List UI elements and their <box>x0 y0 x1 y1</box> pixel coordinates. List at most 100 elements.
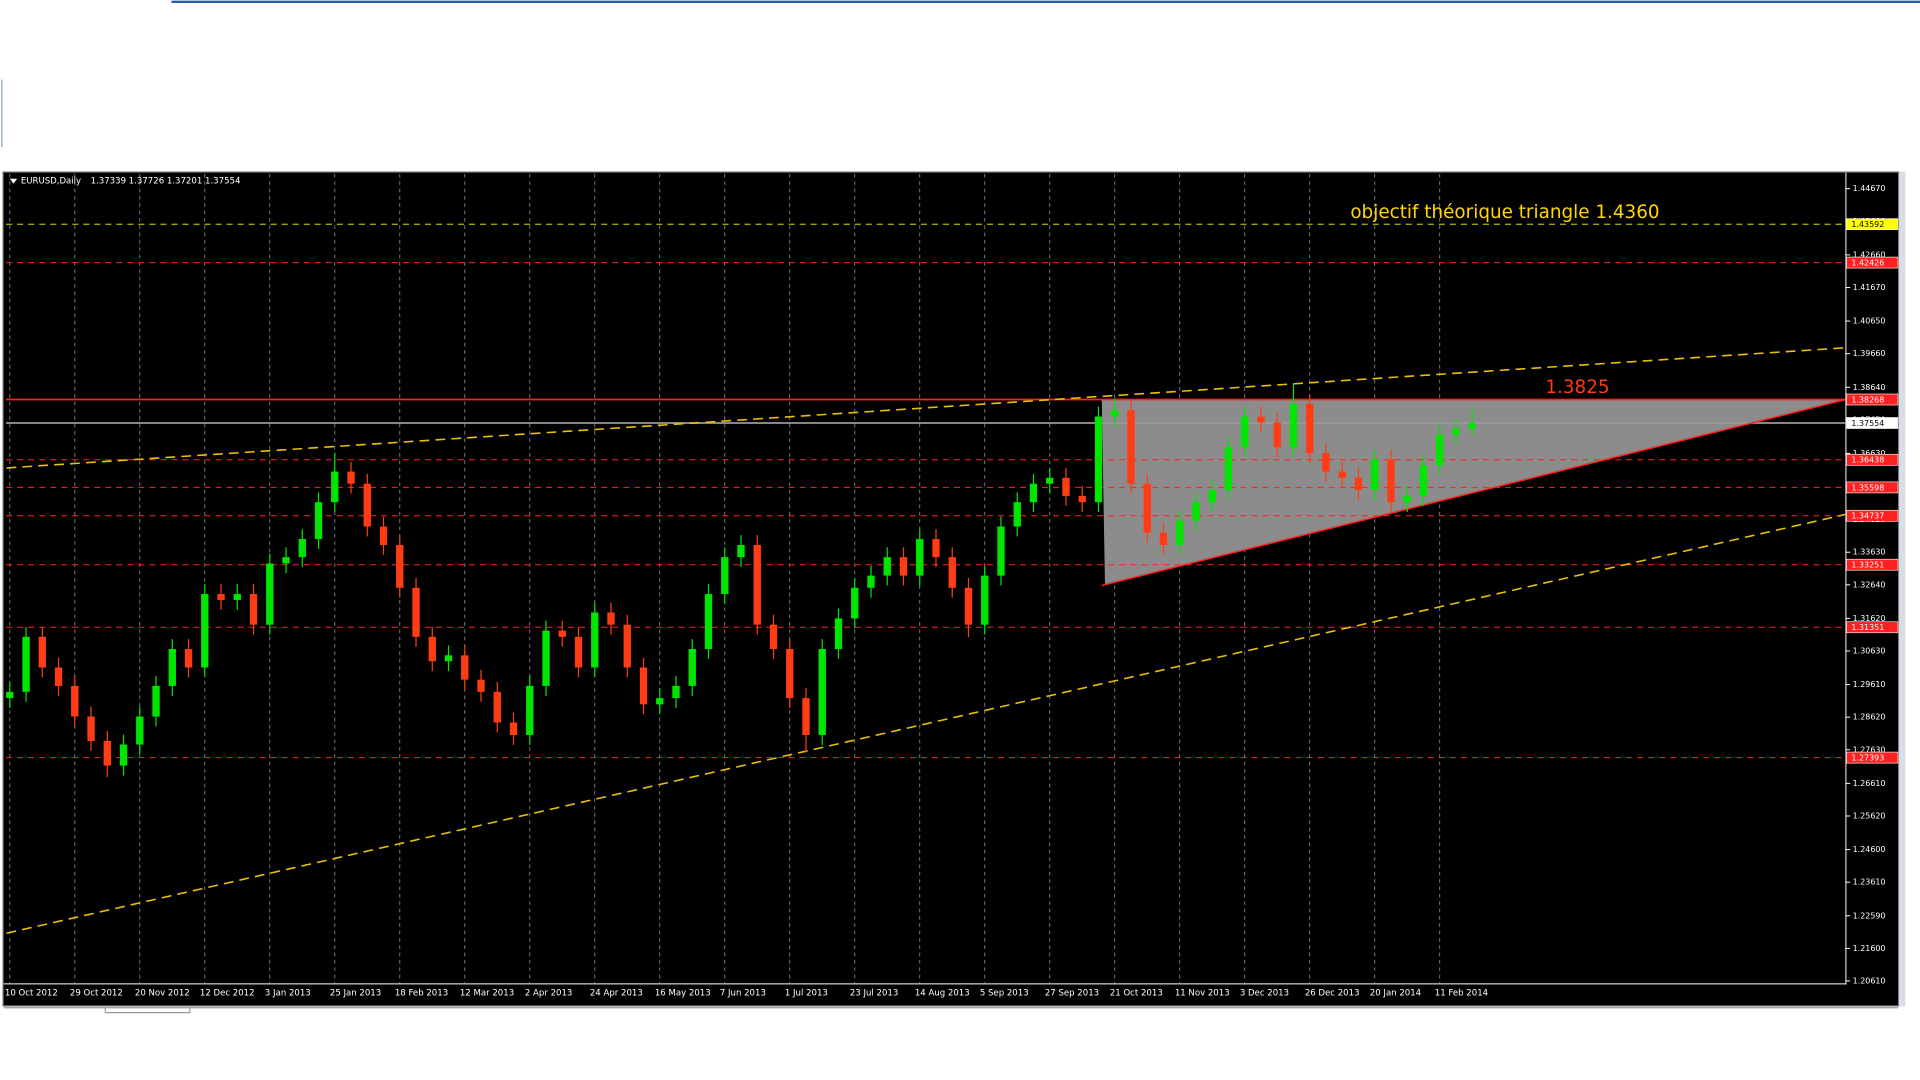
candle-body <box>818 649 826 735</box>
candle-body <box>639 667 648 705</box>
y-tick-label: 1.22590 <box>1853 911 1886 920</box>
candle-body <box>802 698 810 735</box>
candle-body <box>883 557 891 576</box>
level-label: 1.34737 <box>1851 512 1884 521</box>
y-tick-label: 1.39660 <box>1853 349 1886 358</box>
x-tick-label: 1 Jul 2013 <box>785 989 828 999</box>
candle-body <box>1094 416 1103 503</box>
symbol-label: EURUSD,Daily <box>21 177 81 187</box>
candle-body <box>932 539 940 558</box>
candle-body <box>1078 495 1086 503</box>
x-tick-label: 12 Dec 2012 <box>200 989 255 999</box>
candle-body <box>542 630 550 686</box>
candle-body <box>331 471 339 503</box>
candle-body <box>347 471 355 484</box>
y-tick-label: 1.44670 <box>1853 184 1886 193</box>
candle-body <box>1224 447 1233 490</box>
level-label-box <box>1846 393 1899 406</box>
candle-body <box>38 636 46 668</box>
x-tick-label: 24 Apr 2013 <box>590 989 643 999</box>
candle-body <box>558 630 566 637</box>
candle-body <box>201 594 209 668</box>
candle-body <box>1192 502 1200 521</box>
candle-body <box>1013 502 1021 527</box>
level-label-box <box>1846 256 1899 269</box>
level-label: 1.31351 <box>1851 623 1884 632</box>
y-tick-label: 1.24600 <box>1853 845 1886 854</box>
x-tick-label: 10 Oct 2012 <box>5 989 58 999</box>
x-tick-label: 14 Aug 2013 <box>915 989 970 999</box>
candle-body <box>509 722 518 735</box>
y-tick-label: 1.21600 <box>1853 944 1886 953</box>
chart-tab[interactable] <box>104 1007 191 1014</box>
y-tick-label: 1.28620 <box>1853 713 1886 722</box>
candle-body <box>834 618 843 650</box>
y-tick-label: 1.36630 <box>1853 449 1886 458</box>
candle-body <box>899 557 908 576</box>
candle-body <box>282 557 290 564</box>
candle-body <box>997 526 1005 576</box>
candle-body <box>1419 465 1428 496</box>
level-label-box <box>1846 453 1899 466</box>
candle-body <box>1176 520 1184 545</box>
x-tick-label: 25 Jan 2013 <box>330 989 381 999</box>
candle-body <box>266 563 274 625</box>
level-label: 1.27393 <box>1851 753 1884 762</box>
candle-body <box>428 636 436 662</box>
candle-body <box>103 740 111 766</box>
candle-body <box>916 539 924 576</box>
candle-body <box>1306 404 1314 454</box>
candle-body <box>1159 532 1168 545</box>
candle-body <box>1241 416 1249 448</box>
candle-body <box>1468 423 1476 429</box>
y-tick-label: 1.40650 <box>1853 317 1886 326</box>
level-label-box <box>1846 621 1899 634</box>
candle-body <box>184 649 193 668</box>
x-tick-label: 20 Nov 2012 <box>135 989 190 999</box>
y-tick-label: 1.26610 <box>1853 779 1886 788</box>
candle-body <box>867 575 875 588</box>
y-tick-label: 1.41670 <box>1853 283 1886 292</box>
x-tick-label: 18 Feb 2013 <box>395 989 448 999</box>
candle-body <box>964 587 973 625</box>
y-tick-label: 1.42660 <box>1853 250 1886 259</box>
trendline <box>6 513 1846 934</box>
candle-body <box>981 575 989 625</box>
candle-body <box>379 526 388 545</box>
candle-body <box>22 636 30 692</box>
y-tick-label: 1.23610 <box>1853 878 1886 887</box>
candle-body <box>136 716 144 745</box>
level-label-box <box>1846 481 1899 494</box>
y-tick-label: 1.27630 <box>1853 745 1886 754</box>
level-label-box <box>1846 417 1899 429</box>
candle-body <box>71 685 79 717</box>
candle-body <box>672 685 680 699</box>
candle-body <box>574 636 583 668</box>
x-tick-label: 11 Nov 2013 <box>1175 989 1230 999</box>
y-tick-label: 1.25620 <box>1853 811 1886 820</box>
scroll-strip <box>1899 171 1906 1007</box>
x-tick-label: 2 Apr 2013 <box>525 989 573 999</box>
trendline <box>6 346 1846 469</box>
candle-body <box>1127 410 1135 484</box>
candle-body <box>1208 489 1216 503</box>
candle-body <box>769 624 778 650</box>
x-tick-label: 5 Sep 2013 <box>980 989 1029 999</box>
candle-body <box>1046 477 1054 484</box>
candle-body <box>591 612 599 668</box>
y-tick-label: 1.38640 <box>1853 383 1886 392</box>
candle-body <box>656 698 664 705</box>
candle-body <box>412 587 420 637</box>
annotation: objectif théorique triangle 1.4360 <box>1350 202 1659 223</box>
candle-body <box>1273 422 1281 448</box>
candle-body <box>396 544 404 588</box>
level-label-box <box>1846 218 1899 231</box>
y-tick-label: 1.31620 <box>1853 614 1886 623</box>
candle-body <box>168 649 176 686</box>
candle-body <box>249 594 258 625</box>
candle-body <box>461 655 469 680</box>
candle-body <box>1062 477 1070 496</box>
candle-body <box>1143 483 1151 533</box>
